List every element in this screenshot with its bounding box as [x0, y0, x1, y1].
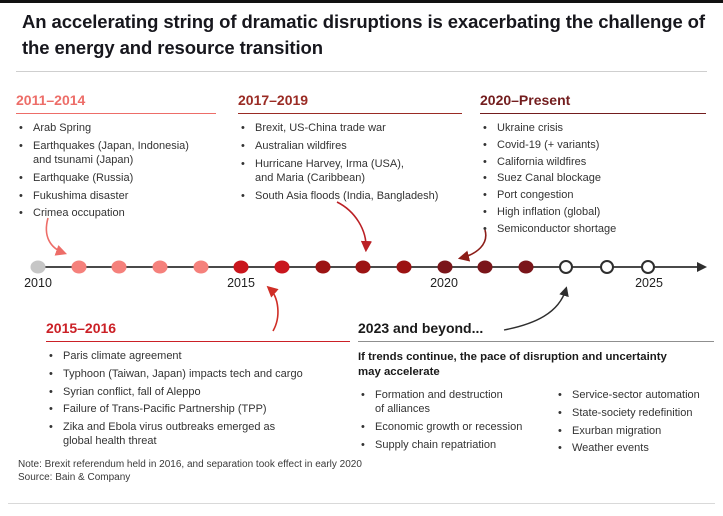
bullet-item: State-society redefinition — [555, 406, 714, 421]
timeline-dot-2014 — [193, 260, 209, 274]
bullet-item: Australian wildfires — [238, 139, 462, 154]
bullet-item: Exurban migration — [555, 424, 714, 439]
bullet-item: Crimea occupation — [16, 206, 216, 221]
section-2017-2019: 2017–2019 Brexit, US-China trade war Aust… — [238, 92, 462, 206]
timeline-dot-2010 — [30, 260, 46, 274]
bullet-list-2017-2019: Brexit, US-China trade war Australian wil… — [238, 121, 462, 203]
bullet-item: Ukraine crisis — [480, 121, 706, 136]
timeline-dot-2015 — [233, 260, 249, 274]
source-text: Source: Bain & Company — [18, 472, 131, 484]
bullet-item: Failure of Trans-Pacific Partnership (TP… — [46, 402, 350, 417]
bullet-item: Paris climate agreement — [46, 349, 350, 364]
bullet-item: Typhoon (Taiwan, Japan) impacts tech and… — [46, 367, 350, 382]
bullet-item: Suez Canal blockage — [480, 171, 706, 186]
bullet-item: Zika and Ebola virus outbreaks emerged a… — [46, 420, 350, 449]
timeline-label-2015: 2015 — [227, 276, 255, 290]
bullet-list-2011-2014: Arab Spring Earthquakes (Japan, Indonesia… — [16, 121, 216, 221]
section-2023-beyond: 2023 and beyond... If trends continue, t… — [358, 320, 714, 459]
bullet-item: Service-sector automation — [555, 388, 714, 403]
timeline-dot-2011 — [71, 260, 87, 274]
arrow-2017-2019-to-dot — [336, 201, 373, 253]
bullet-list-2020-present: Ukraine crisis Covid-19 (+ variants) Calif… — [480, 121, 706, 236]
title-divider — [16, 71, 707, 72]
timeline-dot-2025 — [640, 260, 655, 274]
bullet-item: Semiconductor shortage — [480, 222, 706, 237]
bullet-item: Syrian conflict, fall of Aleppo — [46, 385, 350, 400]
bullet-item: South Asia floods (India, Bangladesh) — [238, 189, 462, 204]
timeline-dot-2019 — [396, 260, 412, 274]
section-heading-2023-beyond: 2023 and beyond... — [358, 320, 714, 342]
section-2015-2016: 2015–2016 Paris climate agreement Typhoon… — [46, 320, 350, 452]
bullet-item: Arab Spring — [16, 121, 216, 136]
timeline-label-2020: 2020 — [430, 276, 458, 290]
bullet-item: Weather events — [555, 441, 714, 456]
bullet-list-2015-2016: Paris climate agreement Typhoon (Taiwan, … — [46, 349, 350, 449]
top-border-bar — [0, 0, 723, 3]
bullet-item: Formation and destruction of alliances — [358, 388, 555, 417]
section-2020-present: 2020–Present Ukraine crisis Covid-19 (+ v… — [480, 92, 706, 239]
timeline-dot-2022 — [518, 260, 534, 274]
timeline-label-2010: 2010 — [24, 276, 52, 290]
timeline-dot-2012 — [111, 260, 127, 274]
bullet-item: Port congestion — [480, 188, 706, 203]
bullet-item: High inflation (global) — [480, 205, 706, 220]
section-heading-2017-2019: 2017–2019 — [238, 92, 462, 114]
timeline-dot-2017 — [315, 260, 331, 274]
timeline-dot-2016 — [274, 260, 290, 274]
timeline-dot-2020 — [437, 260, 452, 274]
bullet-item: Covid-19 (+ variants) — [480, 138, 706, 153]
bullet-item: Earthquakes (Japan, Indonesia) and tsuna… — [16, 139, 216, 168]
section-heading-2020-present: 2020–Present — [480, 92, 706, 114]
bullet-item: California wildfires — [480, 155, 706, 170]
bullet-item: Fukushima disaster — [16, 189, 216, 204]
timeline-dot-2023 — [559, 260, 574, 274]
bullet-item: Brexit, US-China trade war — [238, 121, 462, 136]
timeline-dot-2024 — [600, 260, 615, 274]
two-column-list: Formation and destruction of alliances Ec… — [358, 388, 714, 459]
bullet-item: Hurricane Harvey, Irma (USA), and Maria … — [238, 157, 462, 186]
bullet-item: Economic growth or recession — [358, 420, 555, 435]
bottom-divider — [8, 503, 715, 504]
page-title: An accelerating string of dramatic disru… — [22, 11, 705, 58]
timeline-dot-2021 — [477, 260, 493, 274]
section-heading-2015-2016: 2015–2016 — [46, 320, 350, 342]
section-2011-2014: 2011–2014 Arab Spring Earthquakes (Japan,… — [16, 92, 216, 224]
bullet-list-2023-left: Formation and destruction of alliances Ec… — [358, 388, 555, 459]
timeline-dot-2018 — [355, 260, 371, 274]
timeline-label-2025: 2025 — [635, 276, 663, 290]
note-text: Note: Brexit referendum held in 2016, an… — [18, 459, 362, 470]
bullet-list-2023-right: Service-sector automation State-society r… — [555, 388, 714, 459]
bullet-item: Earthquake (Russia) — [16, 171, 216, 186]
section-heading-2011-2014: 2011–2014 — [16, 92, 216, 114]
footnotes: Note: Brexit referendum held in 2016, an… — [18, 458, 362, 485]
bullet-item: Supply chain repatriation — [358, 438, 555, 453]
timeline-arrowhead-icon — [697, 262, 707, 272]
section-subtitle-2023-beyond: If trends continue, the pace of disrupti… — [358, 351, 667, 379]
timeline-dot-2013 — [152, 260, 168, 274]
